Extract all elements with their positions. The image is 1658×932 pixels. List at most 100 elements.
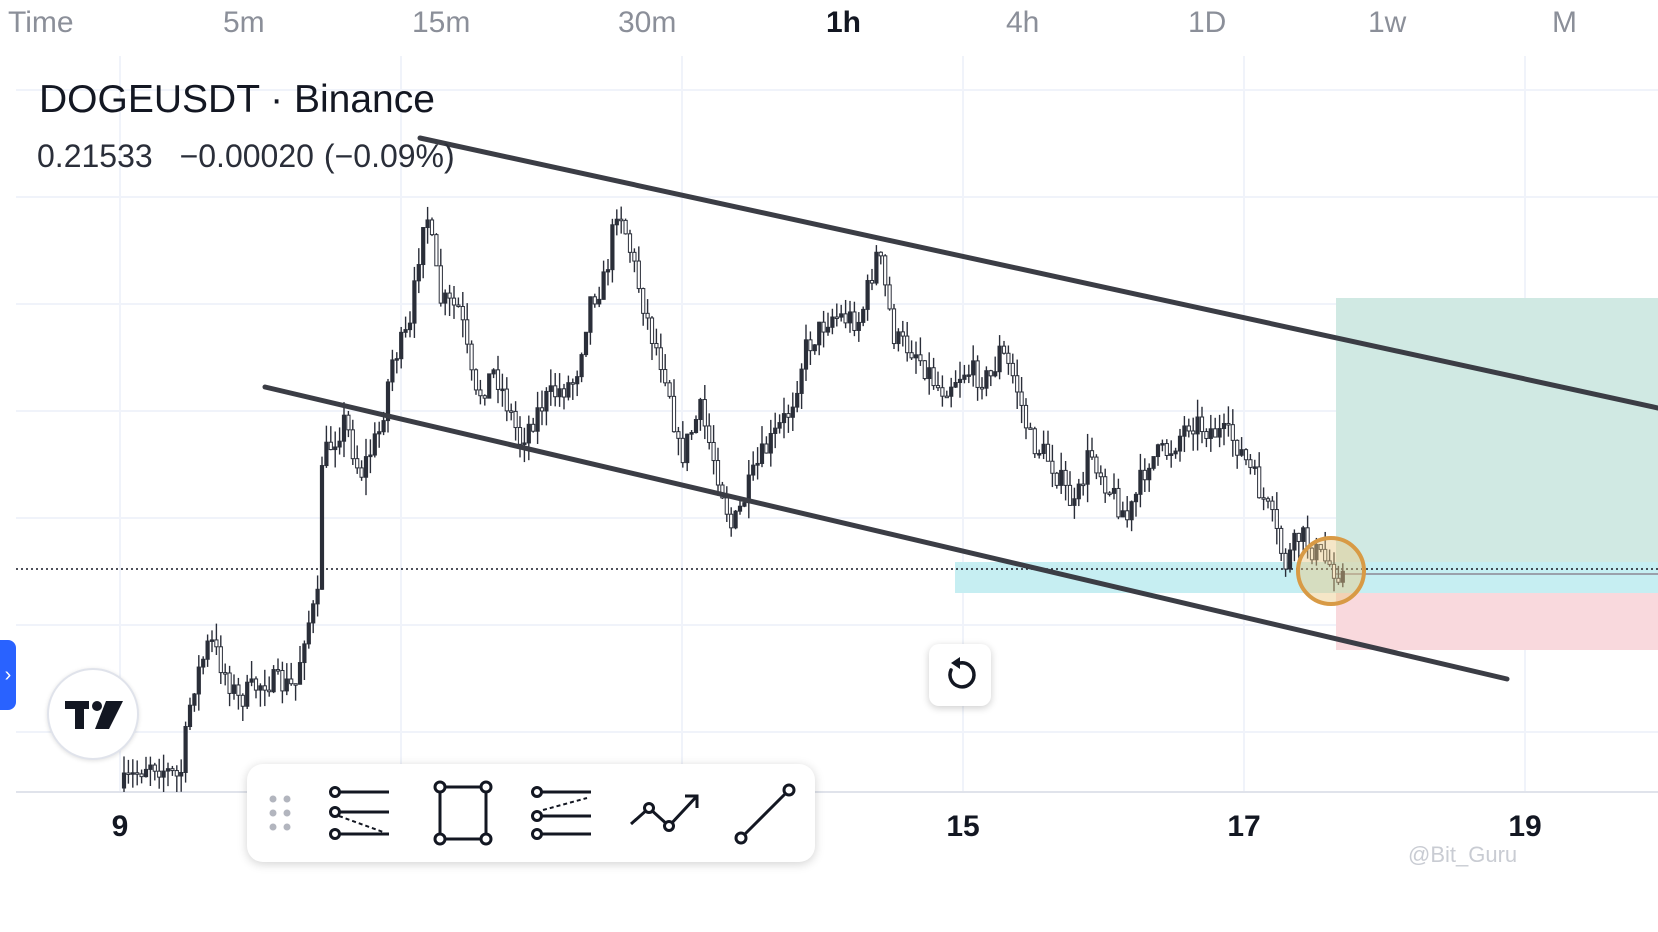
candle-body <box>1331 563 1337 579</box>
candle-body <box>262 685 267 691</box>
timeframe-1m[interactable]: M <box>1552 6 1577 39</box>
candle-body <box>315 588 320 605</box>
candle-body <box>641 288 646 314</box>
candle-body <box>341 414 347 442</box>
candle-body <box>223 672 228 675</box>
candle-body <box>346 414 351 431</box>
candle-body <box>130 772 135 775</box>
candlestick-series <box>121 206 1345 792</box>
candle-body <box>148 764 153 770</box>
candle-body <box>205 640 210 660</box>
candle-body <box>275 669 281 672</box>
candle-body <box>799 368 804 394</box>
candle-body <box>1336 577 1341 583</box>
candle-body <box>1023 404 1029 429</box>
candle-body <box>355 458 360 469</box>
symbol-title[interactable]: DOGEUSDT · Binance <box>39 78 435 121</box>
candle-body <box>1164 443 1169 456</box>
candle-body <box>539 407 545 412</box>
candle-body <box>289 678 294 685</box>
candle-body <box>773 427 778 434</box>
candle-body <box>865 280 870 310</box>
timeframe-15m[interactable]: 15m <box>412 6 471 39</box>
candle-body <box>843 313 848 324</box>
candle-body <box>847 311 853 324</box>
candle-body <box>517 427 523 445</box>
candle-body <box>944 395 949 399</box>
candle-body <box>1019 391 1024 406</box>
price-change: −0.00020 <box>179 138 314 174</box>
candle-body <box>839 313 844 318</box>
candle-body <box>887 284 892 310</box>
candle-body <box>729 513 734 529</box>
candle-body <box>377 431 382 435</box>
candle-body <box>689 432 694 435</box>
candle-body <box>429 219 435 236</box>
candle-body <box>465 319 470 345</box>
candle-body <box>795 392 800 408</box>
path-tool[interactable] <box>629 778 701 848</box>
timeframe-time[interactable]: Time <box>8 6 74 39</box>
candle-body <box>192 693 197 706</box>
candle-body <box>583 331 589 356</box>
candle-body <box>227 672 232 694</box>
candle-body <box>1125 510 1130 521</box>
reset-icon <box>948 657 976 689</box>
candle-body <box>1208 428 1213 439</box>
candle-body <box>751 464 756 476</box>
candle-body <box>561 388 567 398</box>
price-change-percent: (−0.09%) <box>323 138 455 174</box>
candle-body <box>403 329 408 333</box>
rectangle-tool[interactable] <box>427 778 499 848</box>
timeframe-1d[interactable]: 1D <box>1188 6 1227 39</box>
candle-body <box>693 419 699 434</box>
candle-body <box>825 326 831 333</box>
candle-body <box>201 658 206 668</box>
timeframe-4h[interactable]: 4h <box>1006 6 1040 39</box>
candle-body <box>667 382 672 397</box>
candle-body <box>126 772 131 776</box>
candle-body <box>949 386 954 397</box>
trend-line-tool[interactable] <box>729 778 801 848</box>
candle-body <box>979 386 985 390</box>
sidebar-expand-handle[interactable]: › <box>0 640 16 710</box>
candle-body <box>715 460 721 486</box>
candle-body <box>535 407 540 432</box>
candle-body <box>161 770 166 778</box>
candle-body <box>174 770 179 777</box>
candle-body <box>702 399 707 427</box>
rectangle-icon <box>433 780 493 846</box>
candle-body <box>1045 443 1051 462</box>
candle-body <box>1239 449 1244 456</box>
candle-body <box>614 218 619 226</box>
timeframe-30m[interactable]: 30m <box>618 6 677 39</box>
fib-retracement-tool[interactable] <box>323 778 395 848</box>
parallel-channel-icon <box>531 786 591 840</box>
candle-body <box>821 321 826 333</box>
candle-body <box>619 218 624 222</box>
candle-body <box>658 347 663 371</box>
trend-line-icon <box>734 783 796 845</box>
candle-body <box>742 502 747 507</box>
candle-body <box>509 410 514 413</box>
candle-body <box>359 467 364 478</box>
channel-lower-line <box>262 384 1510 682</box>
candle-body <box>1287 549 1293 570</box>
timeframe-1w[interactable]: 1w <box>1368 6 1407 39</box>
candle-body <box>671 395 677 433</box>
candle-body <box>1059 469 1064 486</box>
toolbar-drag-handle[interactable] <box>255 778 307 848</box>
candle-body <box>214 639 219 648</box>
candle-body <box>1081 483 1086 487</box>
candle-body <box>1296 532 1301 542</box>
candle-body <box>711 441 716 462</box>
timeframe-1h[interactable]: 1h <box>826 6 862 39</box>
timeframe-5m[interactable]: 5m <box>223 6 265 39</box>
candle-body <box>1094 456 1099 474</box>
candle-body <box>165 768 171 772</box>
candle-body <box>975 360 980 388</box>
channel-upper-line <box>417 135 1658 411</box>
reset-chart-button[interactable] <box>929 644 991 706</box>
parallel-channel-tool[interactable] <box>525 778 597 848</box>
